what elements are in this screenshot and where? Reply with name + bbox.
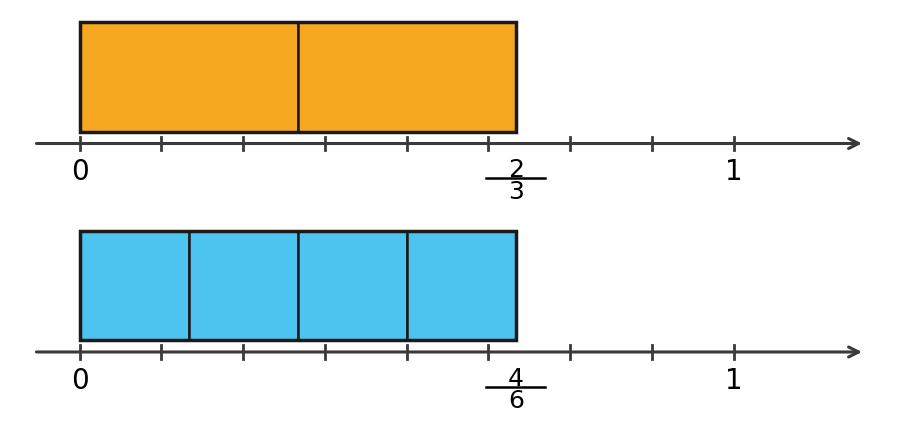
Bar [188, 231, 298, 340]
Text: 4: 4 [508, 367, 524, 391]
Bar [406, 231, 516, 340]
Text: 1: 1 [725, 367, 743, 395]
Text: 2: 2 [508, 159, 524, 182]
Text: 0: 0 [71, 367, 89, 395]
Text: 6: 6 [508, 389, 524, 413]
Bar [298, 231, 406, 340]
Text: 1: 1 [725, 159, 743, 187]
Bar [80, 22, 516, 131]
Bar [80, 231, 188, 340]
Text: 3: 3 [508, 180, 524, 204]
Bar [80, 22, 298, 131]
Text: 0: 0 [71, 159, 89, 187]
Bar [298, 22, 516, 131]
Bar [80, 231, 516, 340]
